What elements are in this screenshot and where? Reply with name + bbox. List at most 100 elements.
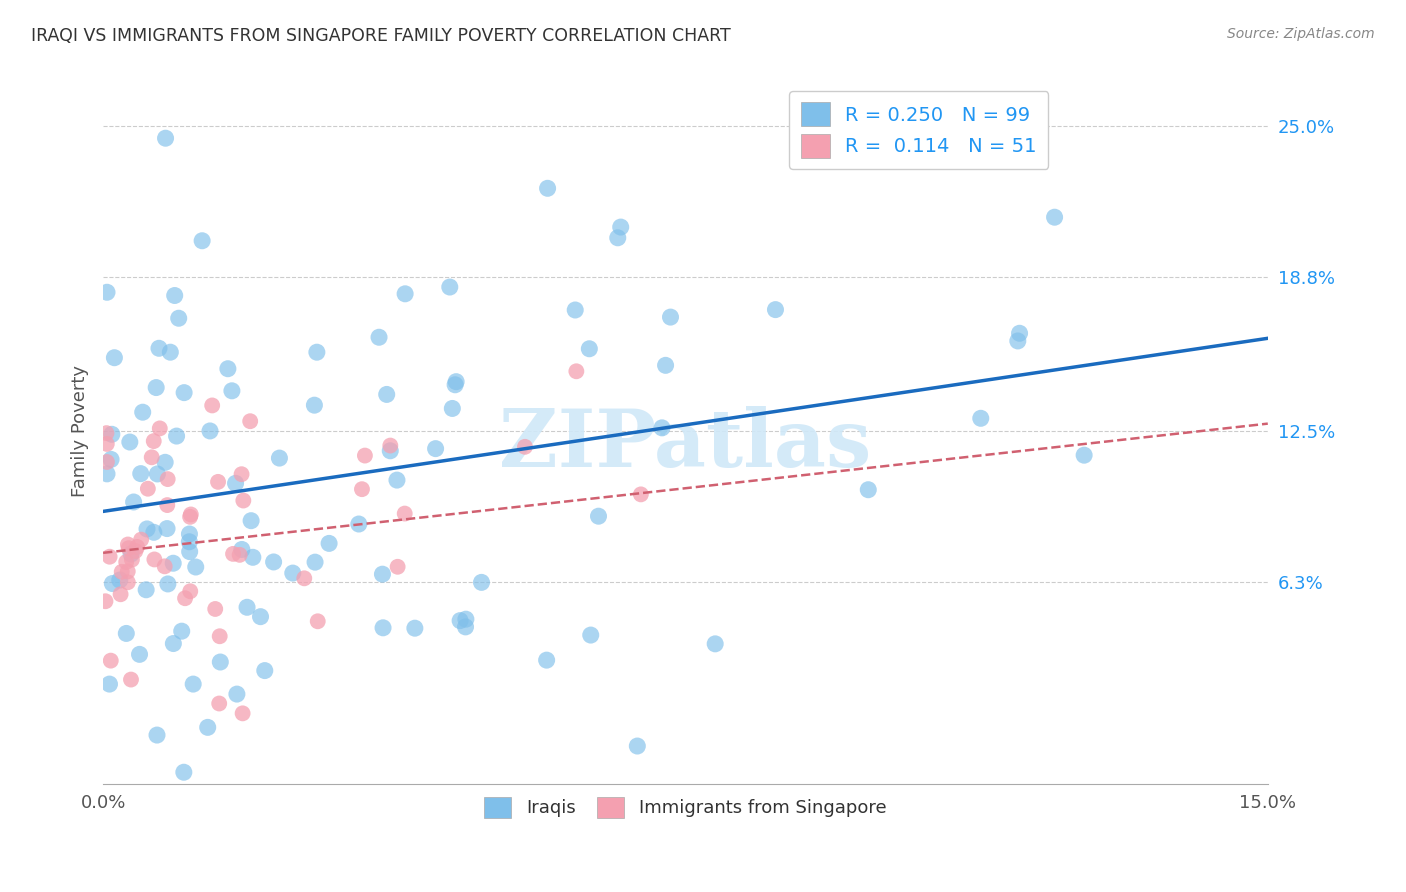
Point — [115, 555, 138, 569]
Text: Source: ZipAtlas.com: Source: ZipAtlas.com — [1227, 27, 1375, 41]
Point — [101, 576, 124, 591]
Point — [120, 547, 142, 561]
Point — [536, 653, 558, 667]
Point — [156, 498, 179, 512]
Point — [204, 602, 226, 616]
Point — [159, 345, 181, 359]
Point — [242, 550, 264, 565]
Point — [659, 310, 682, 324]
Point — [108, 573, 131, 587]
Point — [162, 556, 184, 570]
Point — [198, 424, 221, 438]
Point — [128, 648, 150, 662]
Point — [281, 566, 304, 580]
Point — [765, 302, 787, 317]
Point — [565, 364, 588, 378]
Point — [191, 234, 214, 248]
Point — [209, 655, 232, 669]
Point — [240, 514, 263, 528]
Point — [380, 443, 402, 458]
Point — [228, 548, 250, 562]
Point — [970, 411, 993, 425]
Point — [179, 509, 201, 524]
Point — [96, 455, 118, 469]
Point — [166, 429, 188, 443]
Point — [117, 537, 139, 551]
Point — [208, 629, 231, 643]
Point — [385, 473, 408, 487]
Point — [101, 427, 124, 442]
Point — [263, 555, 285, 569]
Point — [371, 621, 394, 635]
Point — [207, 475, 229, 489]
Point — [136, 522, 159, 536]
Point — [394, 286, 416, 301]
Point — [111, 565, 134, 579]
Point — [136, 482, 159, 496]
Point — [179, 527, 201, 541]
Point — [269, 451, 291, 466]
Point — [129, 533, 152, 547]
Point — [146, 467, 169, 481]
Point — [184, 560, 207, 574]
Point — [117, 565, 139, 579]
Y-axis label: Family Poverty: Family Poverty — [72, 365, 89, 497]
Point — [142, 434, 165, 449]
Point — [149, 421, 172, 435]
Point — [307, 615, 329, 629]
Point — [170, 624, 193, 639]
Point — [536, 181, 558, 195]
Point — [225, 687, 247, 701]
Point — [578, 342, 600, 356]
Point — [217, 361, 239, 376]
Text: ZIPatlas: ZIPatlas — [499, 406, 872, 484]
Point — [606, 231, 628, 245]
Point — [156, 472, 179, 486]
Point — [222, 547, 245, 561]
Point — [609, 220, 631, 235]
Point — [394, 507, 416, 521]
Point — [118, 435, 141, 450]
Point — [120, 673, 142, 687]
Point — [94, 594, 117, 608]
Point — [588, 509, 610, 524]
Point — [208, 697, 231, 711]
Point — [1007, 334, 1029, 348]
Point — [292, 571, 315, 585]
Point — [141, 450, 163, 465]
Point — [110, 587, 132, 601]
Point — [148, 341, 170, 355]
Point — [124, 544, 146, 558]
Point — [375, 387, 398, 401]
Point — [155, 131, 177, 145]
Point — [630, 487, 652, 501]
Point — [513, 440, 536, 454]
Point — [201, 399, 224, 413]
Point — [236, 600, 259, 615]
Point — [145, 380, 167, 394]
Point — [174, 591, 197, 606]
Point — [179, 584, 201, 599]
Point — [179, 534, 201, 549]
Point — [156, 577, 179, 591]
Point — [371, 567, 394, 582]
Point — [221, 384, 243, 398]
Point — [231, 542, 253, 557]
Point — [444, 375, 467, 389]
Point — [146, 728, 169, 742]
Point — [350, 482, 373, 496]
Point — [347, 516, 370, 531]
Point — [100, 654, 122, 668]
Point — [232, 493, 254, 508]
Point — [142, 525, 165, 540]
Point — [96, 285, 118, 300]
Point — [425, 442, 447, 456]
Point — [441, 401, 464, 416]
Point — [305, 345, 328, 359]
Point — [132, 405, 155, 419]
Point — [368, 330, 391, 344]
Point — [232, 706, 254, 721]
Point — [156, 522, 179, 536]
Point — [135, 582, 157, 597]
Point — [1008, 326, 1031, 341]
